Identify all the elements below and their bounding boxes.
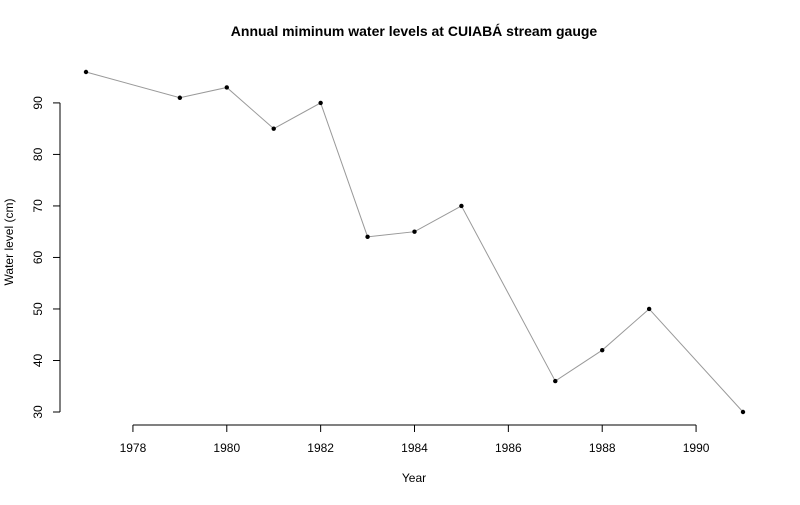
data-point <box>553 378 558 384</box>
x-axis-label: Year <box>402 471 426 485</box>
y-tick-label: 30 <box>31 405 45 419</box>
y-tick-label: 70 <box>31 199 45 213</box>
data-point <box>646 306 652 312</box>
data-point <box>83 69 89 75</box>
x-tick-label: 1990 <box>683 441 710 455</box>
x-tick-label: 1978 <box>120 441 147 455</box>
y-axis-label: Water level (cm) <box>2 199 16 286</box>
y-tick-label: 80 <box>31 147 45 161</box>
data-point <box>412 229 417 234</box>
series-layer <box>83 69 746 415</box>
y-tick-label: 90 <box>31 96 45 110</box>
x-tick-label: 1988 <box>589 441 616 455</box>
y-tick-label: 60 <box>31 250 45 264</box>
data-point <box>271 126 276 131</box>
data-point <box>740 409 746 415</box>
chart-title: Annual miminum water levels at CUIABÁ st… <box>231 23 598 39</box>
data-point <box>459 203 464 209</box>
data-point <box>224 85 229 90</box>
series-line <box>85 71 744 413</box>
x-tick-label: 1986 <box>495 441 522 455</box>
x-axis: 1978 1980 1982 1984 1986 1988 1990 <box>120 424 710 455</box>
y-tick-label: 40 <box>31 353 45 367</box>
y-tick-label: 50 <box>31 302 45 316</box>
x-tick-label: 1982 <box>307 441 334 455</box>
data-point <box>177 95 183 100</box>
x-tick-label: 1984 <box>401 441 428 455</box>
y-axis: 30 40 50 60 70 80 90 <box>31 96 61 419</box>
x-tick-label: 1980 <box>213 441 240 455</box>
data-point <box>365 234 370 240</box>
data-point <box>318 100 323 106</box>
data-point <box>600 347 605 353</box>
